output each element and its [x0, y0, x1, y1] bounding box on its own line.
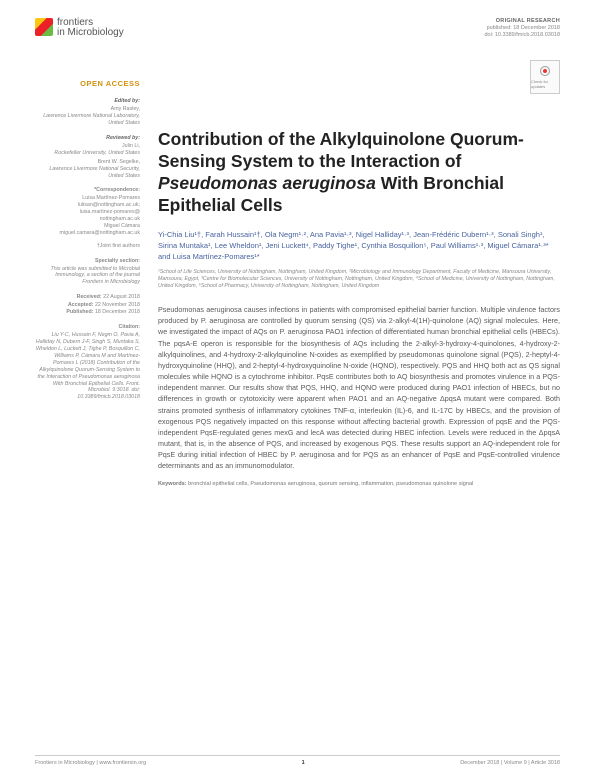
- reviewer-1: Julin Li, Rockefeller University, United…: [35, 143, 140, 157]
- header-metadata: ORIGINAL RESEARCH published: 18 December…: [484, 18, 560, 39]
- received-date: Received: Received: 22 August 201822 Aug…: [35, 294, 140, 301]
- published-date: Published: 18 December 2018: [35, 309, 140, 316]
- page-number: 1: [302, 760, 305, 766]
- journal-name-line2: in Microbiology: [57, 28, 124, 38]
- correspondence-label: *Correspondence:: [35, 187, 140, 193]
- reviewer-2-aff: Lawrence Livermore National Security, Un…: [49, 166, 140, 179]
- article-type: ORIGINAL RESEARCH: [484, 18, 560, 25]
- specialty-section: This article was submitted to Microbial …: [35, 266, 140, 287]
- page-header: frontiers in Microbiology ORIGINAL RESEA…: [0, 0, 595, 39]
- abstract: Pseudomonas aeruginosa causes infections…: [158, 304, 560, 471]
- page-footer: Frontiers in Microbiology | www.frontier…: [35, 755, 560, 766]
- open-access-label: OPEN ACCESS: [35, 79, 140, 88]
- journal-name: frontiers in Microbiology: [57, 18, 124, 38]
- crossmark-badge[interactable]: Check for updates: [530, 60, 560, 94]
- check-updates-icon: [539, 65, 551, 77]
- keywords-label: Keywords:: [158, 481, 187, 487]
- doi: doi: 10.3389/fmicb.2018.03018: [484, 32, 560, 39]
- correspondence: Luisa Martínez-Pomares lulisan@nottingha…: [35, 195, 140, 236]
- keywords-text: bronchial epithelial cells, Pseudomonas …: [187, 481, 474, 487]
- reviewer-2: Brent W. Segelke, Lawrence Livermore Nat…: [35, 159, 140, 180]
- reviewed-by-label: Reviewed by:: [35, 135, 140, 141]
- reviewer-2-name: Brent W. Segelke,: [98, 159, 140, 165]
- specialty-label: Specialty section:: [35, 258, 140, 264]
- keywords: Keywords: bronchial epithelial cells, Ps…: [158, 481, 560, 489]
- journal-logo: frontiers in Microbiology: [35, 18, 124, 39]
- affiliation-list: ¹School of Life Sciences, University of …: [158, 269, 560, 290]
- edited-by-label: Edited by:: [35, 98, 140, 104]
- title-part-1: Contribution of the Alkylquinolone Quoru…: [158, 129, 524, 171]
- citation-text: Liu Y-C, Hussain F, Negm O, Pavia A, Hal…: [35, 332, 140, 401]
- author-list: Yi-Chia Liu¹†, Farah Hussain¹†, Ola Negm…: [158, 229, 560, 263]
- editor-name: Amy Rasley,: [111, 106, 140, 112]
- content-area: OPEN ACCESS Edited by: Amy Rasley, Lawre…: [0, 39, 595, 489]
- accepted-date: Accepted: 22 November 2018: [35, 302, 140, 309]
- editor: Amy Rasley, Lawrence Livermore National …: [35, 106, 140, 127]
- badge-label: Check for updates: [531, 79, 559, 89]
- editor-affiliation: Lawrence Livermore National Laboratory, …: [43, 113, 140, 126]
- joint-authors-note: †Joint first authors: [35, 243, 140, 250]
- dates: Received: Received: 22 August 201822 Aug…: [35, 294, 140, 316]
- main-column: Contribution of the Alkylquinolone Quoru…: [158, 79, 560, 489]
- reviewer-1-aff: Rockefeller University, United States: [54, 150, 140, 156]
- footer-right: December 2018 | Volume 9 | Article 3018: [460, 760, 560, 766]
- footer-left: Frontiers in Microbiology | www.frontier…: [35, 760, 146, 766]
- frontiers-cube-icon: [35, 18, 53, 36]
- citation-label: Citation:: [35, 324, 140, 330]
- title-species: Pseudomonas aeruginosa: [158, 173, 376, 193]
- article-title: Contribution of the Alkylquinolone Quoru…: [158, 129, 560, 217]
- publish-date: published: 18 December 2018: [484, 25, 560, 32]
- reviewer-1-name: Julin Li,: [122, 143, 140, 149]
- sidebar: OPEN ACCESS Edited by: Amy Rasley, Lawre…: [35, 79, 140, 489]
